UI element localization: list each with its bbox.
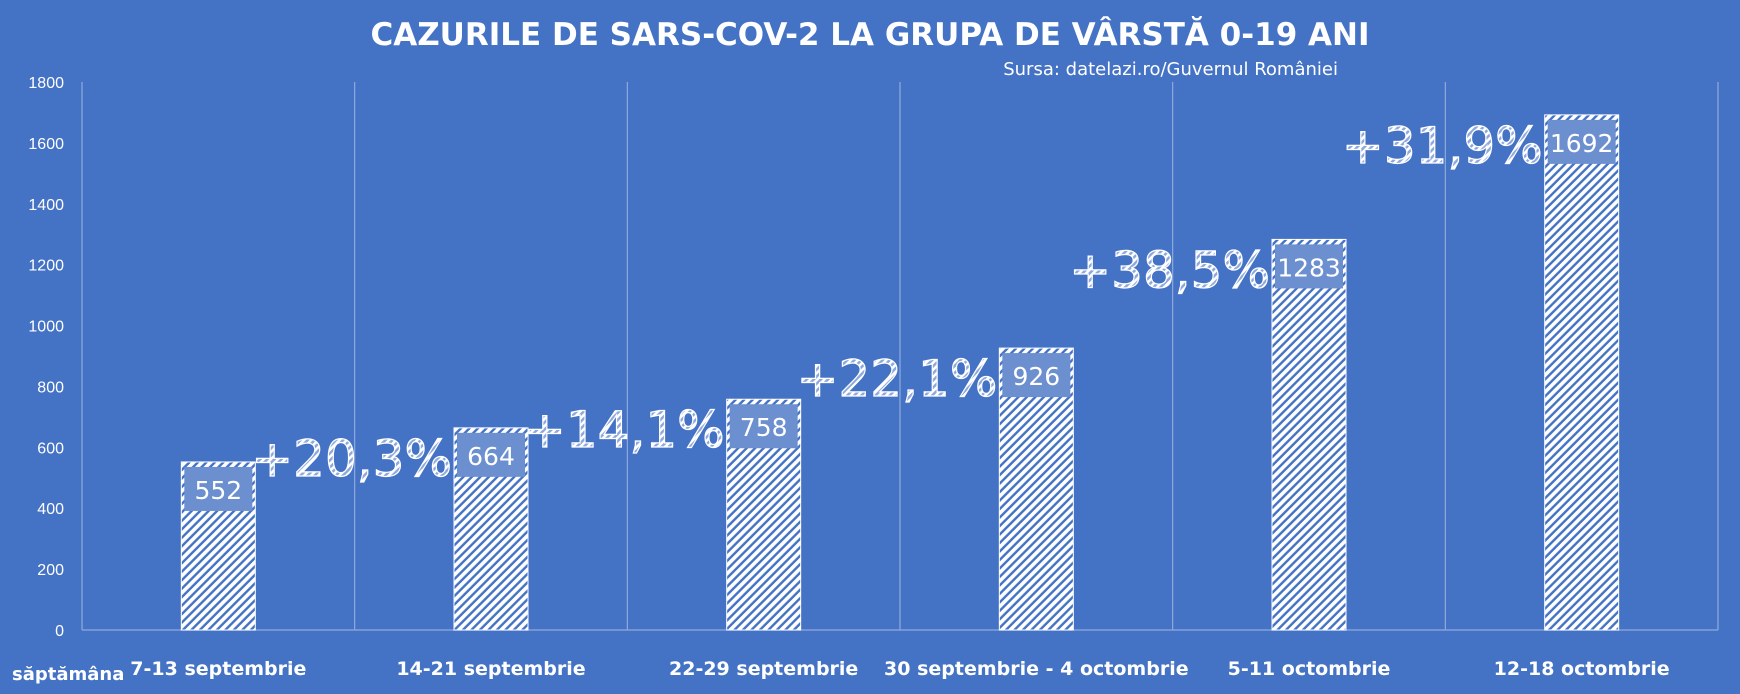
data-label-box [1275,244,1343,289]
chart-title: CAZURILE DE SARS-COV-2 LA GRUPA DE VÂRST… [370,16,1369,53]
y-axis: 0 200 400 600 800 1000 1200 1400 1600 1800 [28,75,64,640]
x-axis-label: săptămâna [12,664,124,685]
y-tick-label: 1400 [28,197,64,214]
x-tick-label: 30 septembrie - 4 octombrie [884,658,1189,680]
y-tick-label: 400 [37,501,64,518]
x-tick-label: 14-21 septembrie [396,658,585,680]
growth-annotation: +31,9% [1342,117,1543,175]
growth-annotation: +20,3% [251,430,452,488]
data-label: 552 [194,476,242,505]
data-label-box [184,466,253,511]
y-tick-label: 0 [55,623,64,640]
y-tick-label: 1200 [28,258,64,275]
x-tick-label: 5-11 octombrie [1228,658,1391,680]
y-tick-label: 1800 [28,75,64,92]
growth-annotation: +38,5% [1069,241,1270,299]
data-label: 1283 [1277,253,1341,282]
data-label: 758 [740,413,788,442]
growth-annotation: +14,1% [524,401,725,459]
y-tick-label: 800 [37,379,64,396]
gridlines [81,82,1719,631]
data-label: 664 [467,442,515,471]
data-label-box [457,432,525,477]
data-label: 1692 [1550,129,1614,158]
x-tick-label: 22-29 septembrie [669,658,858,680]
growth-annotation: +22,1% [797,350,998,408]
y-tick-label: 200 [37,562,64,579]
bar [1271,238,1347,631]
data-label: 926 [1012,362,1060,391]
data-label-box [729,404,798,449]
y-tick-label: 1000 [28,319,64,336]
chart-source: Sursa: datelazi.ro/Guvernul României [1003,59,1338,80]
y-tick-label: 1600 [28,136,64,153]
bar [1544,114,1620,631]
y-tick-label: 600 [37,440,64,457]
x-tick-label: 7-13 septembrie [130,658,306,680]
x-axis: 7-13 septembrie 14-21 septembrie 22-29 sep… [130,658,1669,680]
data-label-box [1547,119,1616,164]
bars: 552 664 758 926 1283 1692 +20,3% +14,1% +22,1% +3… [180,114,1620,631]
x-tick-label: 12-18 octombrie [1494,658,1670,680]
data-label-box [1002,353,1071,398]
